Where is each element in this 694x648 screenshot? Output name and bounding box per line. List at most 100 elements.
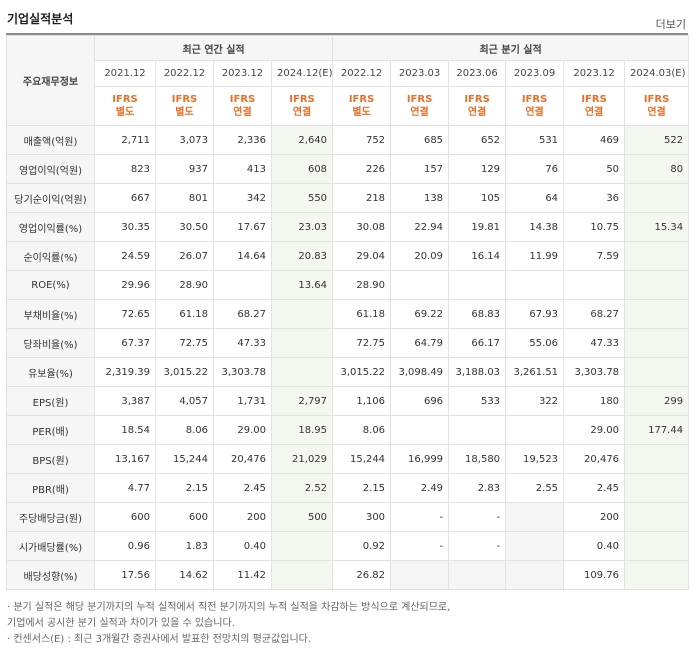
standard-type: 별도 <box>115 107 135 118</box>
table-cell: 14.38 <box>505 212 565 242</box>
table-cell: 2,640 <box>270 125 334 155</box>
table-cell: 72.75 <box>155 328 214 358</box>
table-cell: 18.54 <box>94 415 156 445</box>
table-cell <box>270 328 334 358</box>
more-link[interactable]: 더보기 <box>655 18 686 31</box>
table-cell: 600 <box>155 502 214 532</box>
standard-name: IFRS <box>464 94 490 105</box>
row-label: 부채비율(%) <box>6 299 95 329</box>
table-cell: 67.93 <box>505 299 565 329</box>
table-cell: 2.55 <box>505 473 565 503</box>
table-cell: 15.34 <box>624 212 690 242</box>
table-cell: 64 <box>505 183 565 213</box>
table-cell: 66.17 <box>448 328 507 358</box>
table-cell: 752 <box>332 125 392 155</box>
row-label: 주당배당금(원) <box>6 502 95 532</box>
table-row: 순이익률(%) 24.59 26.07 14.64 20.83 29.04 20.09 16.… <box>6 241 690 271</box>
standard-type: 연결 <box>525 107 544 118</box>
row-label: 당기순이익(억원) <box>6 183 95 213</box>
table-cell: 47.33 <box>563 328 626 358</box>
period-header: 2023.06 <box>448 60 507 87</box>
table-cell: 522 <box>624 125 690 155</box>
table-row: 부채비율(%) 72.65 61.18 68.27 61.18 69.22 68.83 67.… <box>6 299 690 329</box>
table-cell: 14.64 <box>213 241 272 271</box>
table-row: 매출액(억원) 2,711 3,073 2,336 2,640 752 685 652 531 4… <box>6 125 690 155</box>
standard-header: IFRS 연결 <box>624 86 690 126</box>
table-cell: 667 <box>94 183 156 213</box>
table-cell: 29.96 <box>94 270 156 300</box>
table-cell: 21,029 <box>270 444 334 474</box>
table-cell: 2.52 <box>270 473 334 503</box>
standard-name: IFRS <box>229 94 256 105</box>
table-cell: 413 <box>213 154 272 184</box>
table-cell: 20,476 <box>563 444 626 474</box>
standard-header: IFRS 연결 <box>213 86 272 126</box>
table-cell: 2,711 <box>94 125 156 155</box>
table-cell: 3,015.22 <box>332 357 392 387</box>
standard-type: 연결 <box>410 107 429 118</box>
table-cell: 19,523 <box>505 444 565 474</box>
table-cell: 937 <box>155 154 214 184</box>
table-cell <box>448 270 507 300</box>
table-cell: 64.79 <box>390 328 450 358</box>
table-cell <box>505 560 565 590</box>
table-row: EPS(원) 3,387 4,057 1,731 2,797 1,106 696 533 322… <box>6 386 690 416</box>
row-label: ROE(%) <box>6 270 95 300</box>
table-cell: 3,188.03 <box>448 357 507 387</box>
table-row: 당좌비율(%) 67.37 72.75 47.33 72.75 64.79 66.17 55.… <box>6 328 690 358</box>
table-cell: 17.56 <box>94 560 156 590</box>
row-label: 배당성향(%) <box>6 560 95 590</box>
standard-name: IFRS <box>112 94 138 105</box>
standard-header: IFRS 연결 <box>448 86 507 126</box>
table-cell: 1,106 <box>332 386 392 416</box>
standard-type: 별도 <box>352 107 371 118</box>
table-cell: 109.76 <box>563 560 626 590</box>
table-cell: 80 <box>624 154 690 184</box>
table-cell: 200 <box>563 502 626 532</box>
standard-name: IFRS <box>643 94 670 105</box>
table-cell: 218 <box>332 183 392 213</box>
table-cell: 531 <box>505 125 565 155</box>
period-header: 2023.12 <box>213 60 272 87</box>
standard-name: IFRS <box>581 94 607 105</box>
table-cell: 3,303.78 <box>213 357 272 387</box>
table-cell: 105 <box>448 183 507 213</box>
table-cell: 18.95 <box>270 415 334 445</box>
table-cell: - <box>448 502 507 532</box>
table-cell: 2.15 <box>332 473 392 503</box>
period-header: 2023.12 <box>563 60 626 87</box>
section-title: 기업실적분석 <box>7 12 74 26</box>
table-cell <box>213 270 272 300</box>
standard-name: IFRS <box>348 94 375 105</box>
table-cell: 16,999 <box>390 444 450 474</box>
table-cell: 13.64 <box>270 270 334 300</box>
table-cell <box>624 183 690 213</box>
table-cell: 61.18 <box>332 299 392 329</box>
row-label: PER(배) <box>6 415 95 445</box>
table-cell: 608 <box>270 154 334 184</box>
table-cell: 67.37 <box>94 328 156 358</box>
table-cell <box>270 531 334 561</box>
table-cell <box>563 270 626 300</box>
table-cell: 68.83 <box>448 299 507 329</box>
row-label: EPS(원) <box>6 386 95 416</box>
table-cell: 11.99 <box>505 241 565 271</box>
table-cell: 24.59 <box>94 241 156 271</box>
table-cell: 823 <box>94 154 156 184</box>
table-cell <box>624 357 690 387</box>
table-cell: 15,244 <box>155 444 214 474</box>
table-cell: 29.00 <box>563 415 626 445</box>
table-cell: 20,476 <box>213 444 272 474</box>
table-cell: 2,797 <box>270 386 334 416</box>
row-label: PBR(배) <box>6 473 95 503</box>
table-cell <box>624 328 690 358</box>
table-cell: 500 <box>270 502 334 532</box>
table-cell: 322 <box>505 386 565 416</box>
period-header: 2023.03 <box>390 60 450 87</box>
table-cell <box>624 444 690 474</box>
table-cell: 2.83 <box>448 473 507 503</box>
standard-type: 연결 <box>467 107 487 118</box>
table-cell <box>624 241 690 271</box>
table-cell <box>270 299 334 329</box>
table-cell: 69.22 <box>390 299 450 329</box>
